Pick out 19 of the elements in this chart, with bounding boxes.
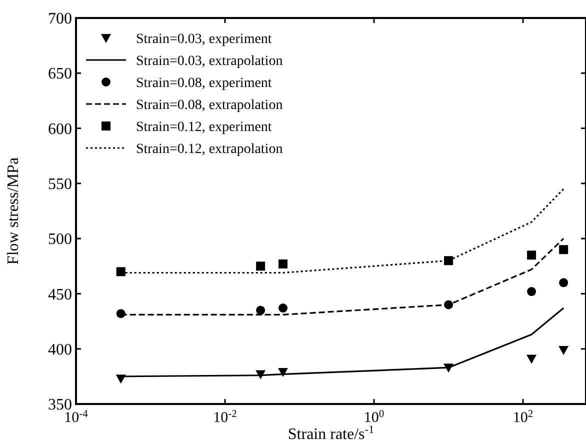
legend-label: Strain=0.08, extrapolation <box>136 98 283 113</box>
y-tick-label: 650 <box>48 66 72 83</box>
legend-label: Strain=0.03, experiment <box>136 32 272 47</box>
y-tick-label: 400 <box>48 341 72 358</box>
y-tick-label: 450 <box>48 286 72 304</box>
legend-label: Strain=0.03, extrapolation <box>136 54 283 69</box>
x-tick-label: 10$^{0}$ <box>364 408 384 426</box>
y-axis-title: Flow stress/MPa <box>5 157 22 265</box>
y-tick-label: 550 <box>48 176 72 194</box>
x-tick-label: 10$^{-2}$ <box>213 408 237 426</box>
legend-label: Strain=0.12, experiment <box>136 120 272 135</box>
x-tick-label: 10$^{-4}$ <box>64 408 89 426</box>
y-tick-label: 600 <box>48 120 72 138</box>
legend-label: Strain=0.08, experiment <box>136 76 272 91</box>
y-tick-label: 700 <box>48 10 72 28</box>
x-tick-label: 10$^{2}$ <box>512 408 534 426</box>
legend-label: Strain=0.12, extrapolation <box>136 142 283 157</box>
x-axis-title: Strain rate/s$^{-1}$ <box>288 424 374 443</box>
y-tick-label: 500 <box>48 231 72 248</box>
